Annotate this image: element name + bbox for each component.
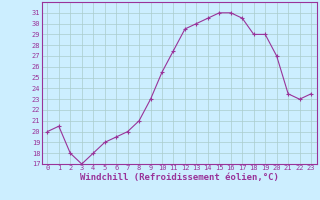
X-axis label: Windchill (Refroidissement éolien,°C): Windchill (Refroidissement éolien,°C) xyxy=(80,173,279,182)
